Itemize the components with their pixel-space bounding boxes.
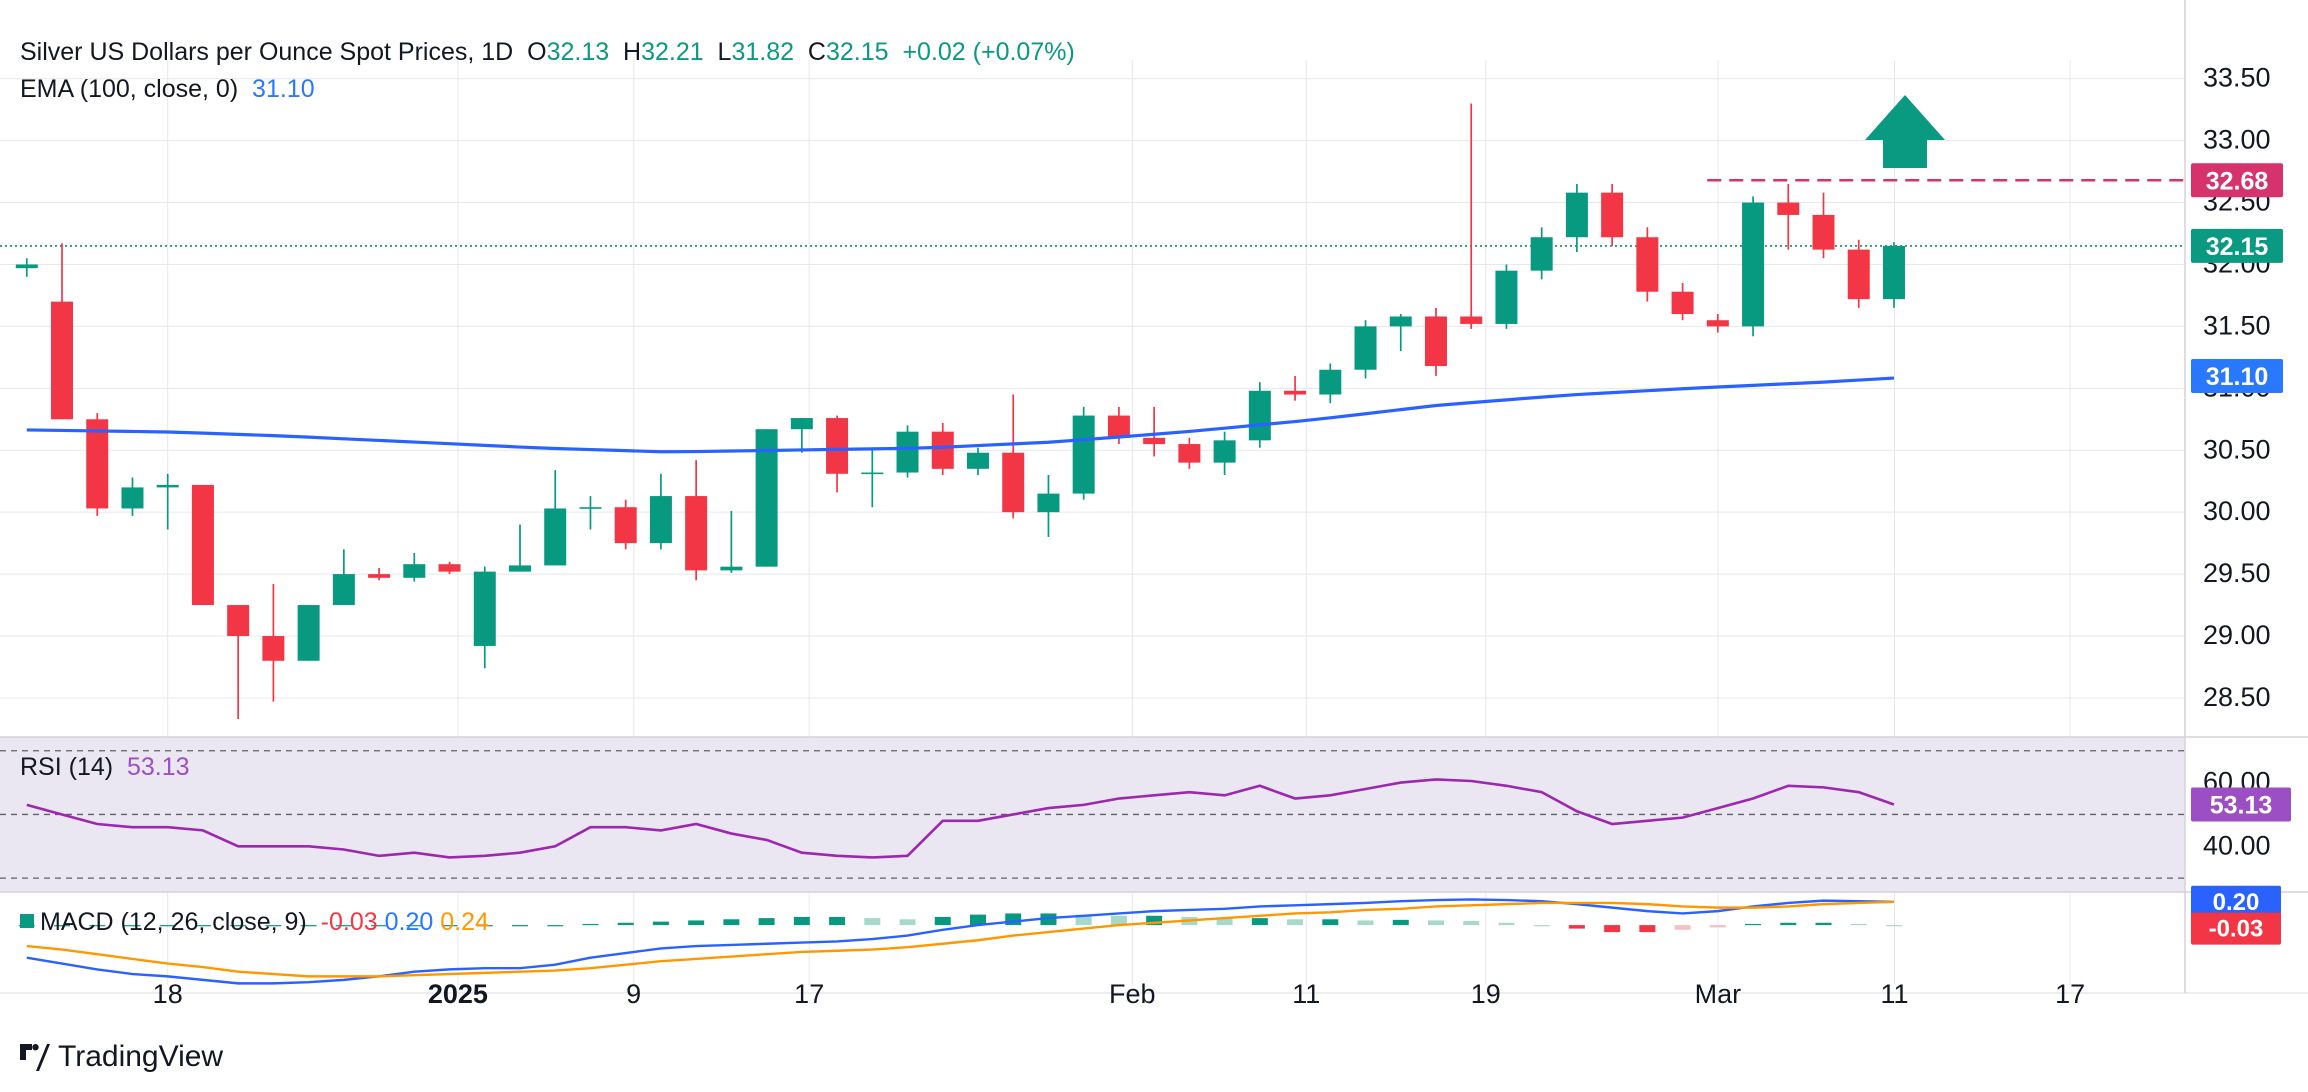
svg-text:28.50: 28.50 <box>2203 682 2271 712</box>
svg-text:11: 11 <box>1292 979 1320 1009</box>
svg-text:Feb: Feb <box>1109 979 1156 1009</box>
svg-text:17: 17 <box>794 979 824 1009</box>
svg-text:33.50: 33.50 <box>2203 63 2271 93</box>
svg-text:33.00: 33.00 <box>2203 125 2271 155</box>
svg-text:30.50: 30.50 <box>2203 434 2271 464</box>
svg-text:31.50: 31.50 <box>2203 310 2271 340</box>
svg-text:Mar: Mar <box>1695 979 1742 1009</box>
svg-text:11: 11 <box>1880 979 1908 1009</box>
svg-text:29.00: 29.00 <box>2203 620 2271 650</box>
svg-text:2025: 2025 <box>428 979 488 1009</box>
svg-text:53.13: 53.13 <box>2210 791 2273 819</box>
svg-text:18: 18 <box>153 979 183 1009</box>
svg-text:17: 17 <box>2055 979 2085 1009</box>
svg-text:30.00: 30.00 <box>2203 496 2271 526</box>
svg-text:0.20: 0.20 <box>2213 889 2260 916</box>
svg-text:19: 19 <box>1471 979 1501 1009</box>
svg-text:29.50: 29.50 <box>2203 558 2271 588</box>
svg-text:40.00: 40.00 <box>2203 830 2271 860</box>
svg-text:-0.03: -0.03 <box>2209 916 2264 943</box>
svg-text:32.15: 32.15 <box>2206 233 2269 261</box>
svg-text:32.68: 32.68 <box>2206 167 2269 195</box>
svg-text:31.10: 31.10 <box>2206 363 2269 391</box>
svg-text:9: 9 <box>626 979 641 1009</box>
